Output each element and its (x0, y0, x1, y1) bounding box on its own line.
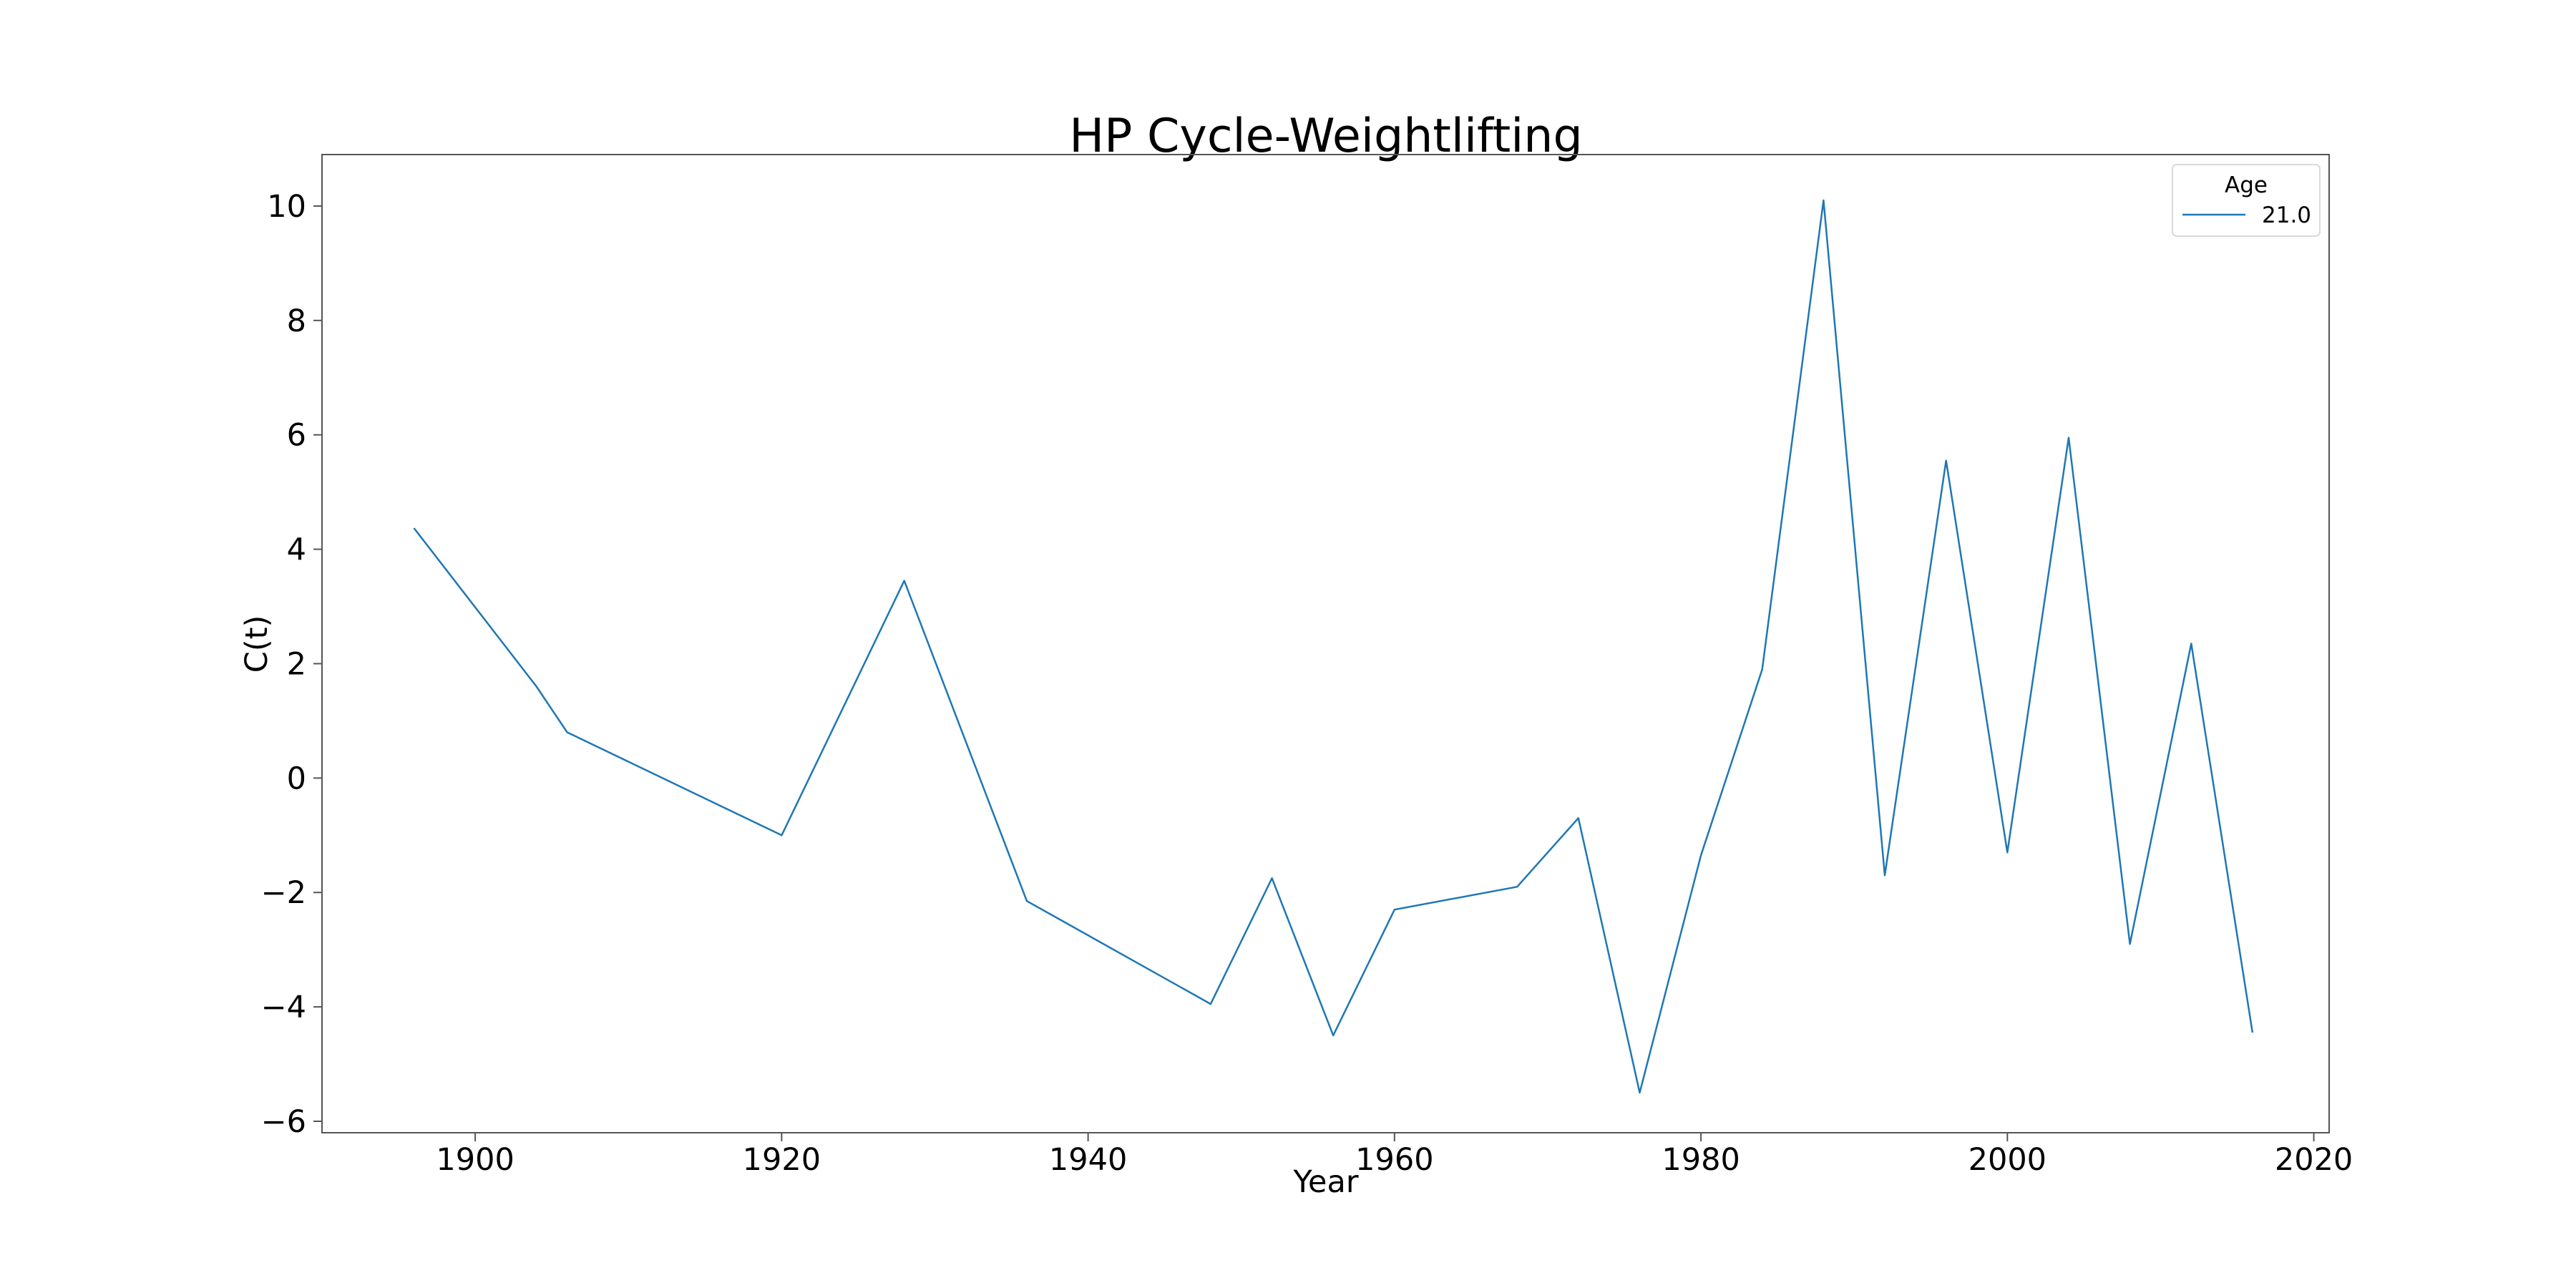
legend-box (2172, 164, 2321, 237)
x-axis-ticks: 1900 1920 1940 1960 1980 2000 2020 (436, 1133, 2353, 1178)
x-axis-label: Year (1292, 1164, 1358, 1200)
y-tick-label: −4 (261, 990, 306, 1025)
x-tick-label: 1900 (436, 1142, 514, 1178)
legend-label-21-0: 21.0 (2262, 203, 2311, 228)
plot-area (413, 199, 2254, 1094)
x-tick-label: 1980 (1662, 1142, 1740, 1178)
x-tick-label: 1940 (1049, 1142, 1127, 1178)
y-tick-label: −2 (261, 875, 306, 911)
y-tick-label: −6 (261, 1104, 306, 1140)
y-tick-label: 4 (287, 532, 306, 568)
x-tick-label: 2020 (2275, 1142, 2353, 1178)
plot-frame (321, 154, 2330, 1133)
y-tick-label: 6 (287, 418, 306, 454)
y-tick-label: 8 (287, 303, 306, 339)
y-axis-label: C(t) (239, 615, 275, 673)
x-tick-label: 2000 (1968, 1142, 2046, 1178)
series-line-21-0 (413, 199, 2254, 1094)
y-axis-ticks: −6 −4 −2 0 2 4 6 8 10 (261, 189, 322, 1140)
x-tick-label: 1960 (1355, 1142, 1433, 1178)
legend-title: Age (2225, 172, 2268, 198)
legend: Age 21.0 (2172, 164, 2321, 237)
y-tick-label: 2 (287, 646, 306, 682)
x-tick-label: 1920 (743, 1142, 821, 1178)
y-tick-label: 10 (267, 189, 306, 225)
y-tick-label: 0 (287, 761, 306, 796)
